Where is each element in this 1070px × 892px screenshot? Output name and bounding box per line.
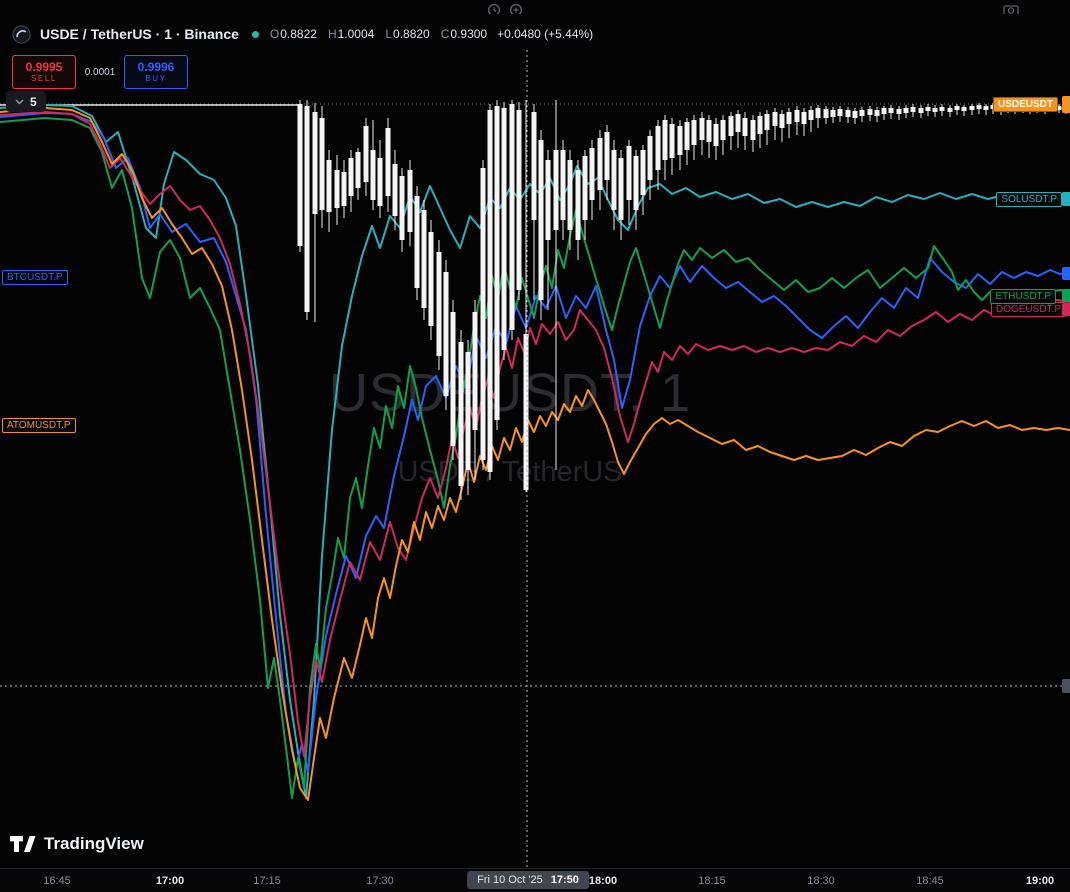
symbol-logo-icon — [12, 24, 31, 44]
time-tick-18:00: 18:00 — [588, 875, 618, 887]
buy-label: BUY — [145, 74, 167, 83]
series-label-ATOMUSDT.P[interactable]: ATOMUSDT.P — [2, 418, 76, 433]
chart-header: USDE / TetherUS · 1 · Binance O0.8822 H1… — [12, 23, 593, 45]
sell-price: 0.9995 — [25, 60, 63, 74]
toolbar-camera-icon[interactable] — [1003, 1, 1019, 14]
time-tick-17:15: 17:15 — [253, 875, 281, 887]
compare-line-ETHUSDT.P — [0, 117, 1070, 799]
price-change: +0.0480 (+5.44%) — [497, 27, 594, 41]
candles-countdown-chip[interactable]: 5 — [6, 91, 46, 112]
ohlc-open: O0.8822 — [269, 27, 317, 41]
chip-value: 5 — [30, 94, 37, 109]
buy-price: 0.9996 — [137, 60, 175, 74]
series-label-USDEUSDT[interactable]: USDEUSDT — [992, 97, 1058, 112]
time-tick-17:30: 17:30 — [366, 875, 394, 887]
time-tick-19:00: 19:00 — [1025, 875, 1055, 887]
tradingview-logo-text: TradingView — [44, 834, 144, 853]
ohlc-high: H1.0004 — [327, 27, 375, 41]
time-tick-17:00: 17:00 — [155, 875, 185, 887]
ohlc-readout: O0.8822 H1.0004 L0.8820 C0.9300 — [270, 27, 487, 41]
sell-label: SELL — [31, 74, 57, 83]
spread-value: 0.0001 — [84, 66, 116, 78]
toolbar-alert-icon[interactable] — [487, 1, 501, 14]
series-label-SOLUSDT.P[interactable]: SOLUSDT.P — [996, 192, 1062, 207]
compare-line-ATOMUSDT.P — [0, 107, 1070, 801]
trade-panel: 0.9995 SELL 0.0001 0.9996 BUY — [12, 55, 188, 89]
chevron-down-icon — [15, 99, 24, 104]
time-tick-18:45: 18:45 — [916, 875, 944, 887]
time-tick-18:30: 18:30 — [807, 875, 835, 887]
series-label-DOGEUSDT.P[interactable]: DOGEUSDT.P — [990, 302, 1066, 317]
compare-line-SOLUSDT.P — [0, 104, 1070, 799]
crosshair-time-value: 17:50 — [550, 874, 579, 886]
price-chart[interactable] — [0, 0, 1070, 868]
series-label-ETHUSDT.P[interactable]: ETHUSDT.P — [990, 289, 1056, 304]
ohlc-close: C0.9300 — [440, 27, 488, 41]
time-tick-18:15: 18:15 — [698, 875, 726, 887]
series-label-BTCUSDT.P[interactable]: BTCUSDT.P — [2, 270, 68, 285]
buy-button[interactable]: 0.9996 BUY — [124, 55, 188, 89]
time-axis[interactable]: Fri 10 Oct '25 17:50 16:45 17:00 17:15 17:3… — [0, 868, 1070, 892]
tradingview-logo-icon — [10, 836, 36, 852]
live-status-dot — [251, 30, 259, 38]
tradingview-logo[interactable]: TradingView — [10, 833, 144, 855]
candles-layer — [297, 100, 1069, 500]
reference-lines-layer — [0, 103, 1070, 106]
symbol-title[interactable]: USDE / TetherUS · 1 · Binance — [40, 26, 239, 42]
crosshair-layer — [0, 50, 1070, 868]
ohlc-low: L0.8820 — [385, 27, 430, 41]
crosshair-time-badge: Fri 10 Oct '25 17:50 — [467, 871, 589, 889]
toolbar-compare-icon[interactable] — [509, 1, 523, 14]
crosshair-date: Fri 10 Oct '25 — [477, 874, 543, 886]
sell-button[interactable]: 0.9995 SELL — [12, 55, 76, 89]
time-tick-16:45: 16:45 — [43, 875, 71, 887]
